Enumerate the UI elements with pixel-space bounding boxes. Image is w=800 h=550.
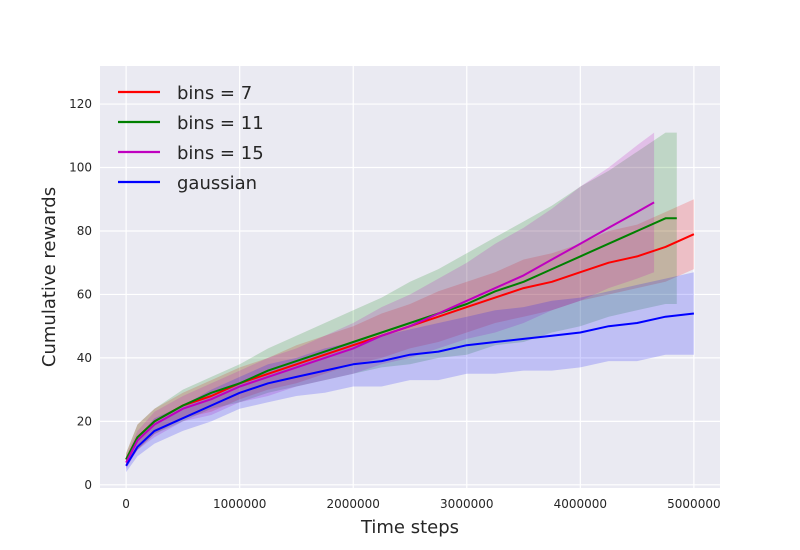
y-tick-label: 20 (77, 414, 92, 428)
x-tick-label: 1000000 (213, 497, 266, 511)
x-tick-label: 3000000 (440, 497, 493, 511)
series-line-2 (125, 201, 655, 464)
legend-label: gaussian (177, 173, 257, 194)
x-tick-label: 5000000 (667, 497, 720, 511)
x-tick-label: 4000000 (554, 497, 607, 511)
y-axis-label: Cumulative rewards (39, 187, 60, 367)
y-tick-label: 120 (69, 97, 92, 111)
y-tick-label: 80 (77, 224, 92, 238)
gridlines (100, 66, 720, 488)
x-axis-label: Time steps (360, 517, 459, 538)
y-tick-label: 0 (84, 478, 92, 492)
x-tick-label: 2000000 (326, 497, 379, 511)
band-2 (126, 132, 655, 469)
x-tick-labels: 0 1000000 2000000 3000000 4000000 5000000 (122, 497, 720, 511)
series-line-1 (125, 217, 677, 460)
legend-label: bins = 15 (177, 143, 264, 164)
variance-bands (126, 132, 694, 473)
legend-label: bins = 7 (177, 83, 252, 104)
x-tick-label: 0 (122, 497, 130, 511)
y-tick-label: 60 (77, 287, 92, 301)
band-1 (126, 132, 677, 466)
series-line-3 (125, 312, 695, 467)
y-tick-label: 40 (77, 351, 92, 365)
band-0 (126, 199, 694, 466)
y-tick-label: 100 (69, 161, 92, 175)
legend-label: bins = 11 (177, 113, 264, 134)
plot-background (100, 66, 720, 488)
band-3 (126, 272, 694, 473)
y-tick-labels: 0 20 40 60 80 100 120 (69, 97, 92, 492)
legend: bins = 7 bins = 11 bins = 15 gaussian (118, 83, 264, 194)
series-lines (125, 201, 695, 467)
